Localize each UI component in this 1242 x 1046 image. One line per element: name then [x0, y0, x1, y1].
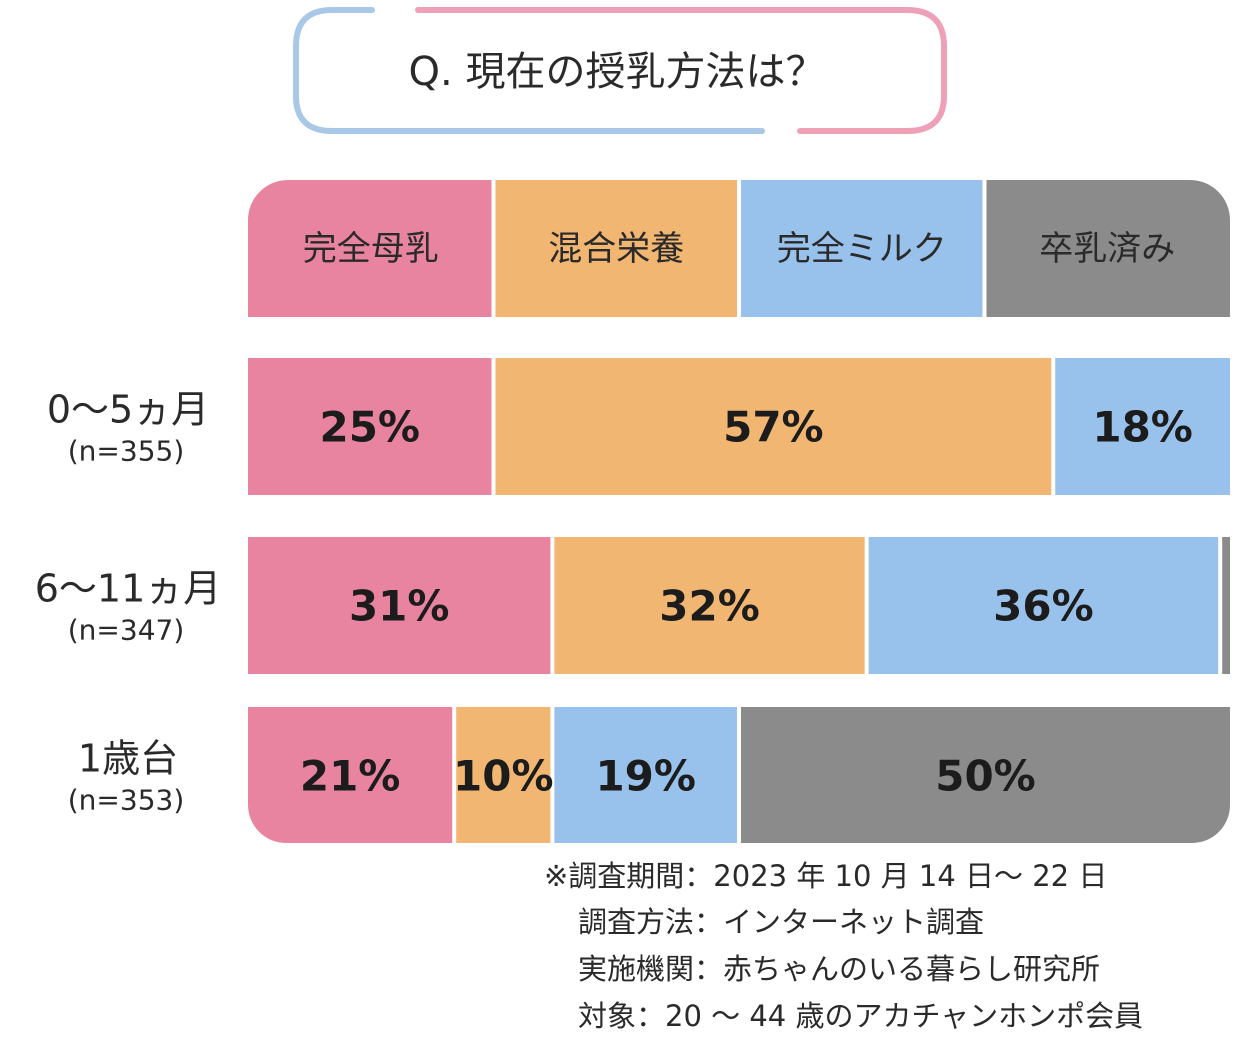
row-sample-size-2: (n=347) [68, 614, 185, 647]
note-survey-method: 調査方法：インターネット調査 [578, 905, 984, 939]
bar-mixed-row-2 [554, 537, 865, 674]
bar-mixed-row-1 [495, 358, 1052, 495]
bar-mixed-row-3 [456, 707, 551, 843]
bar-breast-row-1 [248, 358, 492, 495]
bar-weaned-row-2 [1222, 537, 1230, 674]
legend-label-breast: 完全母乳 [303, 229, 439, 269]
bar-milk-row-2 [868, 537, 1219, 674]
row-sample-size-3: (n=353) [68, 784, 185, 817]
row-label-1: 0～5ヵ月 [47, 388, 209, 432]
data-label-mixed-row-1: 57% [723, 403, 824, 452]
data-label-breast-row-2: 31% [349, 582, 450, 631]
legend-swatch-breast [248, 180, 492, 317]
bar-row-clip-group [248, 707, 1230, 843]
title-frame-blue-arc [293, 7, 765, 134]
data-label-breast-row-1: 25% [319, 403, 420, 452]
data-label-mixed-row-3: 10% [453, 752, 554, 801]
legend-label-weaned: 卒乳済み [1039, 229, 1175, 269]
data-label-mixed-row-2: 32% [659, 582, 760, 631]
bar-breast-row-3 [248, 707, 453, 843]
title-frame-pink-arc [415, 7, 947, 134]
legend-label-milk: 完全ミルク [777, 229, 947, 269]
row-sample-size-1: (n=355) [68, 435, 185, 468]
row-label-3: 1歳台 [78, 737, 178, 781]
note-survey-period: ※調査期間：2023 年 10 月 14 日～ 22 日 [544, 859, 1107, 893]
title-frame: Q. 現在の授乳方法は？ [293, 7, 947, 134]
legend-swatch-mixed [495, 180, 737, 317]
bar-weaned-row-3 [741, 707, 1230, 843]
legend-label-mixed: 混合栄養 [548, 229, 684, 269]
data-label-milk-row-3: 19% [595, 752, 696, 801]
bar-milk-row-1 [1055, 358, 1230, 495]
legend-swatch-milk [741, 180, 983, 317]
bar-milk-row-3 [554, 707, 737, 843]
row-labels: 0～5ヵ月(n=355) 6～11ヵ月(n=347) 1歳台(n=353) [35, 388, 222, 817]
note-target: 対象：20 ～ 44 歳のアカチャンホンポ会員 [578, 999, 1143, 1033]
chart-title: Q. 現在の授乳方法は？ [409, 49, 826, 95]
data-label-milk-row-2: 36% [993, 582, 1094, 631]
data-label-milk-row-1: 18% [1092, 403, 1193, 452]
data-label-breast-row-3: 21% [300, 752, 401, 801]
legend-swatch-weaned [986, 180, 1230, 317]
legend-header: 完全母乳 混合栄養 完全ミルク 卒乳済み [248, 180, 1230, 317]
bars-area: 25% 57% 18% 31% 32% 36% 21% 10% 19% 50% [248, 358, 1230, 843]
survey-notes: ※調査期間：2023 年 10 月 14 日～ 22 日 調査方法：インターネッ… [544, 859, 1143, 1033]
row-label-2: 6～11ヵ月 [35, 567, 222, 611]
bar-breast-row-2 [248, 537, 551, 674]
note-institution: 実施機関：赤ちゃんのいる暮らし研究所 [578, 952, 1100, 986]
data-label-weaned-row-3: 50% [935, 752, 1036, 801]
